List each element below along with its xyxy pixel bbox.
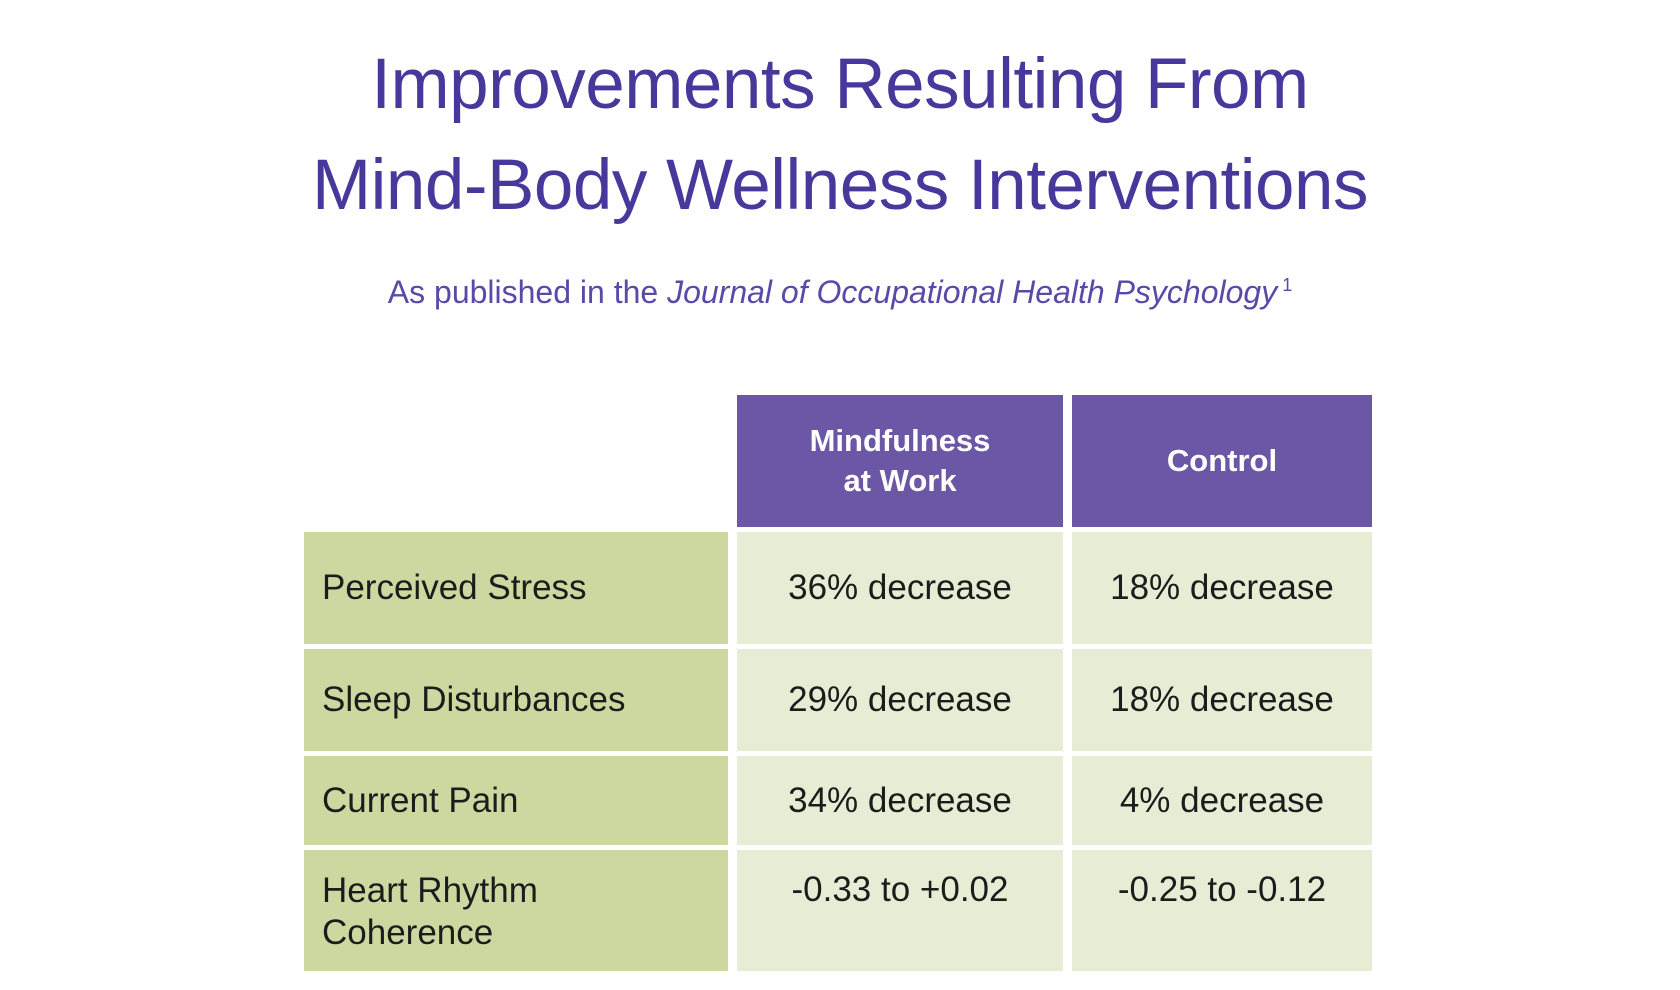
row-label-heart-rhythm-coherence: Heart Rhythm Coherence [304, 850, 728, 971]
column-header-mindfulness-at-work: Mindfulness at Work [737, 395, 1063, 527]
value-current-pain-mindfulness: 34% decrease [737, 756, 1063, 845]
results-table: Mindfulness at Work Control Perceived St… [304, 395, 1372, 971]
value-sleep-disturbances-mindfulness: 29% decrease [737, 649, 1063, 751]
value-heart-rhythm-coherence-mindfulness: -0.33 to +0.02 [737, 850, 1063, 971]
page-title: Improvements Resulting From Mind-Body Wel… [0, 34, 1680, 236]
column-header-control: Control [1072, 395, 1372, 527]
value-perceived-stress-mindfulness: 36% decrease [737, 532, 1063, 644]
row-label-perceived-stress: Perceived Stress [304, 532, 728, 644]
citation-prefix: As published in the [387, 274, 668, 310]
table-corner-cell [304, 395, 728, 527]
value-heart-rhythm-coherence-control: -0.25 to -0.12 [1072, 850, 1372, 971]
title-line2: Mind-Body Wellness Interventions [311, 146, 1369, 225]
value-sleep-disturbances-control: 18% decrease [1072, 649, 1372, 751]
footnote-marker: 1 [1282, 275, 1293, 296]
title-line1: Improvements Resulting From [371, 45, 1309, 124]
citation: As published in the Journal of Occupatio… [0, 272, 1680, 312]
journal-name: Journal of Occupational Health Psycholog… [667, 274, 1278, 310]
value-perceived-stress-control: 18% decrease [1072, 532, 1372, 644]
value-current-pain-control: 4% decrease [1072, 756, 1372, 845]
row-label-sleep-disturbances: Sleep Disturbances [304, 649, 728, 751]
row-label-current-pain: Current Pain [304, 756, 728, 845]
